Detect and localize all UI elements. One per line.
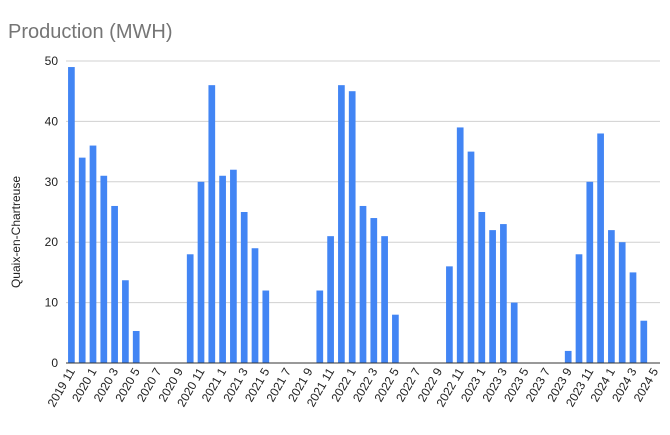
bar — [208, 85, 216, 363]
bar — [359, 205, 367, 363]
bar — [122, 280, 129, 363]
y-tick-label: 0 — [51, 356, 58, 370]
bar — [456, 127, 464, 363]
bar — [100, 175, 108, 363]
gridlines — [66, 60, 660, 304]
y-axis-label: Quaix-en-Chartreuse — [9, 176, 23, 288]
bar — [262, 290, 270, 363]
chart-title: Production (MWH) — [8, 21, 172, 43]
bar — [89, 145, 97, 363]
bar — [608, 230, 615, 363]
bar — [586, 181, 594, 363]
bar — [68, 67, 75, 363]
bar — [618, 242, 626, 363]
bar — [251, 248, 259, 363]
y-tick-label: 30 — [45, 175, 59, 189]
bar — [629, 272, 637, 363]
bar — [392, 314, 399, 363]
bar — [370, 218, 378, 363]
bar — [230, 169, 237, 363]
bar — [510, 302, 518, 363]
bar — [186, 254, 194, 363]
bar — [240, 212, 248, 363]
bar — [467, 151, 475, 363]
bar — [132, 330, 140, 363]
x-tick-label: 2019 11 — [45, 365, 79, 409]
bar — [640, 320, 648, 363]
bar — [597, 133, 604, 363]
bar — [478, 212, 486, 363]
bar — [327, 236, 334, 363]
y-tick-label: 40 — [45, 114, 59, 128]
bar — [316, 290, 324, 363]
bar — [500, 224, 507, 363]
bar — [348, 91, 356, 363]
bar — [338, 85, 345, 363]
y-tick-label: 20 — [45, 235, 59, 249]
bar — [489, 230, 496, 363]
y-tick-label: 50 — [45, 54, 59, 68]
bar — [78, 157, 86, 363]
bar — [111, 205, 118, 363]
bars — [68, 67, 648, 363]
bar — [575, 254, 583, 363]
bar — [197, 181, 205, 363]
bar — [219, 175, 226, 363]
bar — [564, 350, 572, 363]
bar — [446, 266, 453, 363]
bar — [381, 236, 388, 363]
y-axis-ticks: 0 10 20 30 40 50 — [45, 54, 59, 370]
y-tick-label: 10 — [45, 296, 59, 310]
